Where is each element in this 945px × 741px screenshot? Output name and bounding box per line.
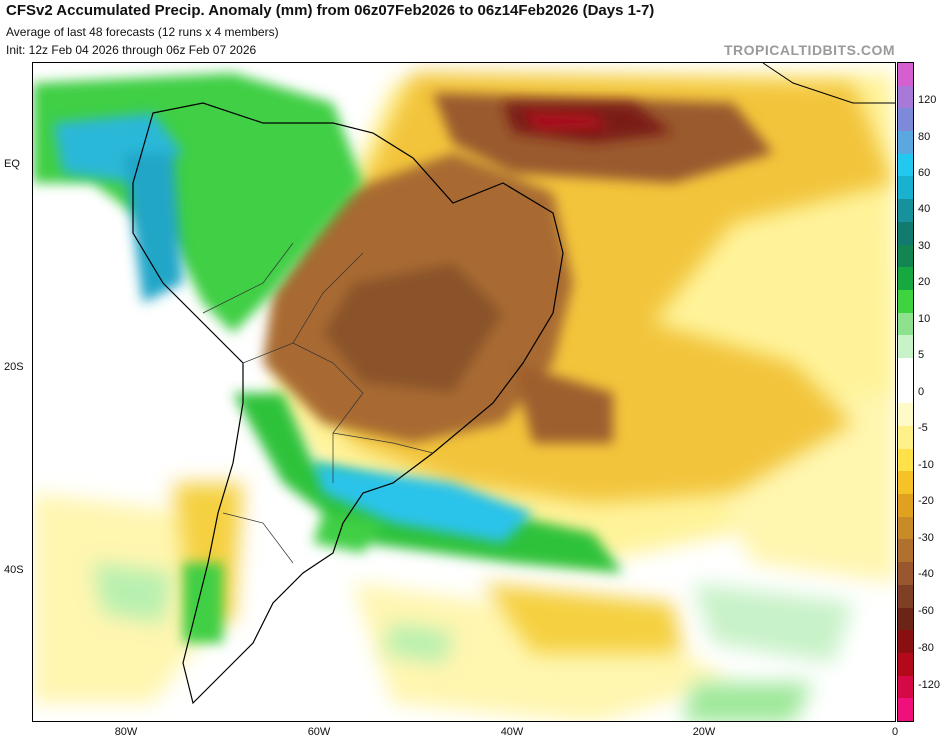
colorbar-segment bbox=[898, 562, 913, 585]
colorbar-segment bbox=[898, 335, 913, 358]
colorbar-label: -10 bbox=[918, 459, 934, 471]
colorbar bbox=[897, 62, 914, 722]
colorbar-segment bbox=[898, 380, 913, 404]
colorbar-label: -30 bbox=[918, 532, 934, 544]
anomaly-field-light-green bbox=[93, 563, 853, 721]
colorbar-segment bbox=[898, 176, 913, 200]
colorbar-label: 40 bbox=[918, 203, 931, 215]
colorbar-label: -5 bbox=[918, 422, 928, 434]
colorbar-label: 60 bbox=[918, 167, 931, 179]
colorbar-label: 80 bbox=[918, 131, 931, 143]
colorbar-segment bbox=[898, 403, 913, 426]
coastline bbox=[132, 102, 564, 705]
colorbar-segment bbox=[898, 607, 913, 631]
colorbar-segment bbox=[898, 494, 913, 517]
precip-anomaly-map bbox=[33, 63, 895, 721]
colorbar-segment bbox=[898, 426, 913, 449]
colorbar-segment bbox=[898, 652, 913, 676]
colorbar-segment bbox=[898, 675, 913, 699]
colorbar-segment bbox=[898, 63, 913, 86]
africa-coast bbox=[762, 63, 895, 104]
watermark: TROPICALTIDBITS.COM bbox=[723, 42, 895, 58]
colorbar-segment bbox=[898, 630, 913, 653]
colorbar-label: -40 bbox=[918, 568, 934, 580]
colorbar-label: 20 bbox=[918, 276, 931, 288]
colorbar-label: 120 bbox=[918, 94, 937, 106]
map-title: CFSv2 Accumulated Precip. Anomaly (mm) f… bbox=[6, 2, 655, 19]
colorbar-segment bbox=[898, 539, 913, 563]
colorbar-segment bbox=[898, 312, 913, 336]
colorbar-label: -120 bbox=[918, 679, 941, 691]
lon-label-40w: 40W bbox=[500, 726, 524, 738]
lon-label-0: 0 bbox=[891, 726, 899, 738]
colorbar-segment bbox=[898, 289, 913, 313]
colorbar-label: -20 bbox=[918, 495, 934, 507]
colorbar-segment bbox=[898, 131, 913, 154]
colorbar-segment bbox=[898, 85, 913, 109]
lon-label-20w: 20W bbox=[692, 726, 716, 738]
colorbar-segment bbox=[898, 698, 913, 721]
colorbar-segment bbox=[898, 357, 913, 381]
colorbar-segment bbox=[898, 108, 913, 132]
colorbar-segment bbox=[898, 516, 913, 540]
colorbar-label: 10 bbox=[918, 313, 931, 325]
lat-label-40s: 40S bbox=[4, 564, 24, 576]
colorbar-segment bbox=[898, 584, 913, 608]
colorbar-segment bbox=[898, 244, 913, 268]
colorbar-label: -80 bbox=[918, 642, 934, 654]
colorbar-label: 0 bbox=[918, 386, 925, 398]
country-borders bbox=[202, 242, 434, 564]
map-subtitle: Average of last 48 forecasts (12 runs x … bbox=[6, 25, 279, 39]
colorbar-label: 30 bbox=[918, 240, 931, 252]
lon-label-60w: 60W bbox=[307, 726, 331, 738]
colorbar-segment bbox=[898, 199, 913, 222]
colorbar-segment bbox=[898, 448, 913, 472]
colorbar-segment bbox=[898, 471, 913, 495]
colorbar-label: -60 bbox=[918, 605, 934, 617]
map-panel bbox=[32, 62, 896, 722]
colorbar-segment bbox=[898, 153, 913, 177]
lat-label-20s: 20S bbox=[4, 361, 24, 373]
lon-label-80w: 80W bbox=[114, 726, 138, 738]
colorbar-label: 5 bbox=[918, 349, 925, 361]
init-line: Init: 12z Feb 04 2026 through 06z Feb 07… bbox=[6, 43, 257, 57]
colorbar-segment bbox=[898, 267, 913, 290]
anomaly-field-cyan bbox=[53, 113, 533, 543]
colorbar-segment bbox=[898, 221, 913, 245]
anomaly-field-dark-red bbox=[503, 103, 673, 143]
lat-label-eq: EQ bbox=[4, 158, 20, 170]
